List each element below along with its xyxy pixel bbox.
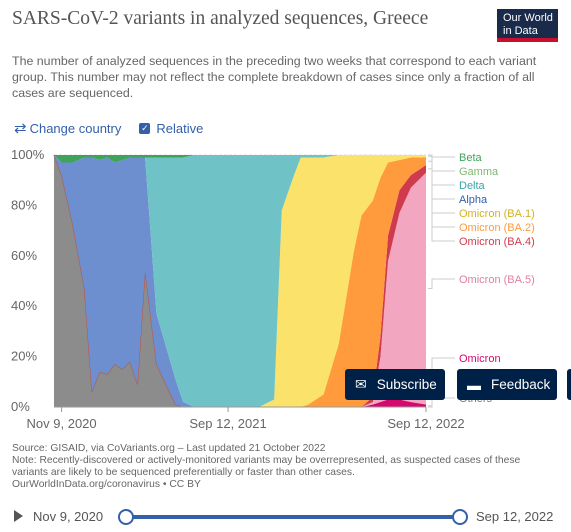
swap-arrows-icon: ⇄ — [14, 120, 27, 137]
timeline-track[interactable] — [126, 515, 460, 519]
legend-connector — [428, 278, 455, 290]
chart-footer: Source: GISAID, via CoVariants.org – Las… — [12, 443, 557, 491]
owid-logo[interactable]: Our World in Data — [497, 9, 558, 42]
legend-connector — [428, 168, 455, 242]
relative-toggle[interactable]: ✓ Relative — [139, 121, 203, 136]
y-tick-label: 0% — [11, 399, 30, 414]
chart-subtitle: The number of analyzed sequences in the … — [12, 54, 537, 100]
y-tick-label: 40% — [11, 298, 37, 313]
side-panel-tab[interactable] — [567, 369, 571, 400]
timeline: Nov 9, 2020 Sep 12, 2022 — [0, 500, 571, 532]
footer-note: Note: Recently-discovered or actively-mo… — [12, 455, 521, 478]
timeline-start-label: Nov 9, 2020 — [33, 509, 104, 524]
legend-label[interactable]: Omicron (BA.5) — [459, 274, 535, 286]
feedback-button[interactable]: ▬ Feedback — [457, 369, 557, 400]
series-area-omicron-ba-1[interactable] — [54, 155, 426, 407]
footer-credit[interactable]: OurWorldInData.org/coronavirus • CC BY — [12, 479, 201, 490]
chart-controls: ⇄ Change country ✓ Relative — [14, 119, 221, 137]
timeline-end-handle[interactable] — [452, 509, 468, 525]
chart-title: SARS-CoV-2 variants in analyzed sequence… — [12, 8, 429, 29]
subscribe-label: Subscribe — [376, 377, 437, 392]
legend-label[interactable]: Gamma — [459, 166, 499, 178]
feedback-label: Feedback — [491, 377, 551, 392]
relative-label: Relative — [156, 120, 204, 136]
checkmark-icon[interactable]: ✓ — [139, 122, 151, 134]
logo-line1: Our World — [503, 12, 553, 24]
legend-label[interactable]: Omicron (BA.4) — [459, 236, 535, 248]
series-area-beta[interactable] — [54, 155, 426, 163]
subscribe-button[interactable]: ✉ Subscribe — [345, 369, 445, 400]
series-area-omicron-ba-2[interactable] — [54, 155, 426, 407]
timeline-end-label: Sep 12, 2022 — [476, 509, 554, 524]
y-tick-label: 60% — [11, 248, 37, 263]
y-tick-label: 100% — [11, 147, 45, 162]
x-tick-label: Nov 9, 2020 — [27, 416, 97, 430]
series-area-alpha[interactable] — [54, 155, 426, 407]
legend-label[interactable]: Alpha — [459, 194, 488, 206]
legend-label[interactable]: Omicron — [459, 353, 501, 365]
change-country-button[interactable]: ⇄ Change country — [14, 119, 121, 137]
x-tick-label: Sep 12, 2021 — [189, 416, 266, 430]
logo-line2: in Data — [503, 25, 538, 37]
series-area-others[interactable] — [54, 155, 426, 407]
y-tick-label: 80% — [11, 197, 37, 212]
legend-label[interactable]: Beta — [459, 152, 483, 164]
change-country-label: Change country — [29, 120, 122, 136]
legend-label[interactable]: Delta — [459, 180, 486, 192]
x-tick-label: Sep 12, 2022 — [387, 416, 464, 430]
y-tick-label: 20% — [11, 349, 37, 364]
chat-bubble-icon: ▬ — [467, 376, 481, 393]
legend-label[interactable]: Omicron (BA.2) — [459, 222, 535, 234]
timeline-start-handle[interactable] — [118, 509, 134, 525]
legend-label[interactable]: Omicron (BA.1) — [459, 208, 535, 220]
series-area-delta[interactable] — [54, 155, 426, 407]
chart-canvas: 0% 20% 40% 60% 80% 100% Nov 9, 2020 Sep 12, 202… — [11, 147, 535, 430]
play-icon[interactable] — [14, 510, 23, 522]
envelope-icon: ✉ — [355, 376, 367, 392]
footer-source[interactable]: Source: GISAID, via CoVariants.org – Las… — [12, 443, 326, 454]
